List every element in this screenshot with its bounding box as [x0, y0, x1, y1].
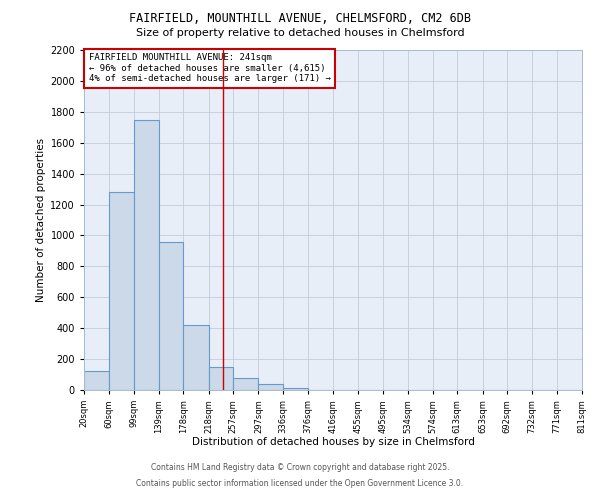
- Bar: [233, 378, 259, 390]
- Bar: [84, 372, 109, 390]
- Text: Contains public sector information licensed under the Open Government Licence 3.: Contains public sector information licen…: [136, 478, 464, 488]
- Text: Contains HM Land Registry data © Crown copyright and database right 2025.: Contains HM Land Registry data © Crown c…: [151, 464, 449, 472]
- Bar: [134, 120, 159, 390]
- Text: Size of property relative to detached houses in Chelmsford: Size of property relative to detached ho…: [136, 28, 464, 38]
- Bar: [283, 388, 308, 390]
- Y-axis label: Number of detached properties: Number of detached properties: [36, 138, 46, 302]
- X-axis label: Distribution of detached houses by size in Chelmsford: Distribution of detached houses by size …: [191, 437, 475, 447]
- Bar: [184, 325, 209, 390]
- Bar: [109, 192, 134, 390]
- Bar: [209, 367, 233, 390]
- Text: FAIRFIELD, MOUNTHILL AVENUE, CHELMSFORD, CM2 6DB: FAIRFIELD, MOUNTHILL AVENUE, CHELMSFORD,…: [129, 12, 471, 26]
- Bar: [159, 242, 184, 390]
- Bar: [259, 384, 283, 390]
- Text: FAIRFIELD MOUNTHILL AVENUE: 241sqm
← 96% of detached houses are smaller (4,615)
: FAIRFIELD MOUNTHILL AVENUE: 241sqm ← 96%…: [89, 54, 331, 83]
